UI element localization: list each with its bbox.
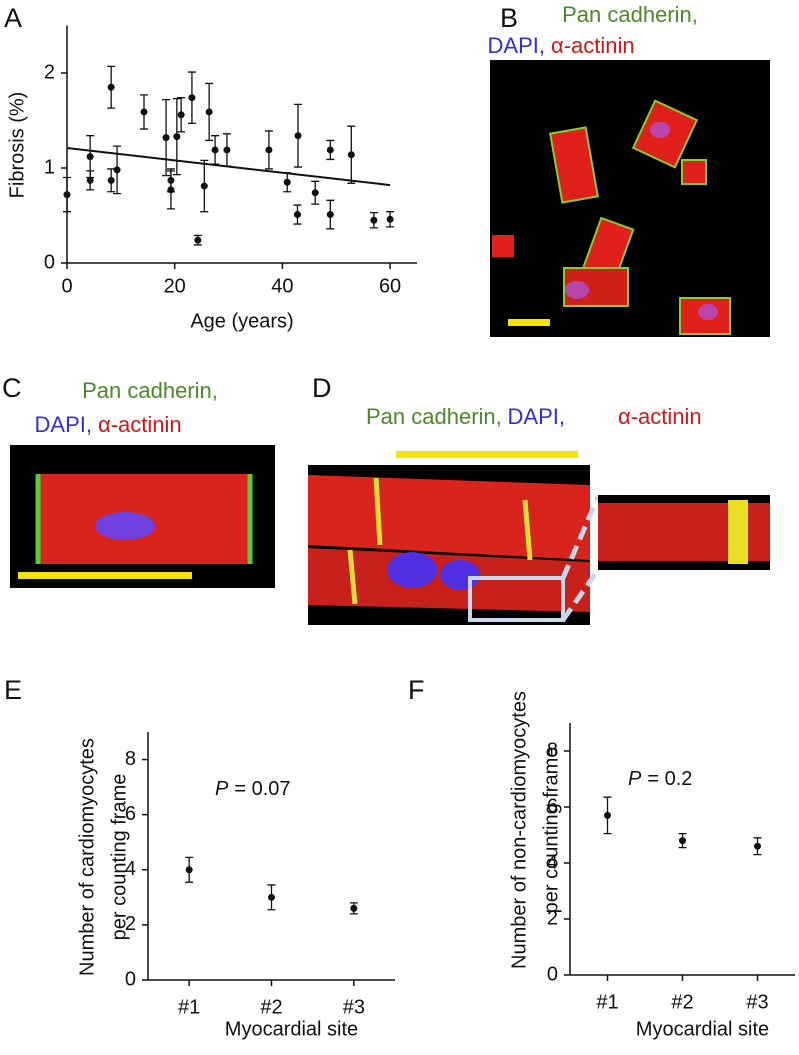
y-tick-label: 2 — [44, 61, 55, 83]
x-tick-label: 60 — [379, 275, 401, 297]
data-point — [293, 211, 301, 219]
data-point — [754, 842, 761, 850]
y-tick-label: 2 — [125, 913, 136, 935]
data-point — [604, 811, 611, 819]
data-point — [350, 904, 358, 912]
x-axis-title: Age (years) — [190, 310, 293, 332]
x-tick-label: #3 — [746, 991, 768, 1013]
data-point — [177, 111, 185, 119]
y-axis-title: per counting frame — [540, 747, 562, 914]
y-tick-label: 8 — [547, 739, 558, 761]
panel-label: D — [312, 373, 332, 403]
annotation-symbol: P — [628, 768, 642, 790]
annotation-symbol: P — [215, 778, 229, 800]
x-tick-label: #1 — [178, 996, 200, 1018]
data-point — [140, 108, 148, 116]
x-tick-label: 0 — [61, 275, 72, 297]
data-point — [223, 146, 231, 154]
y-tick-label: 0 — [547, 963, 558, 985]
data-point — [283, 178, 291, 186]
data-point — [294, 132, 302, 140]
y-tick-label: 0 — [44, 251, 55, 273]
panel-label: E — [4, 675, 22, 705]
caption-line: α-actinin — [618, 404, 702, 429]
y-axis-title: Fibrosis (%) — [6, 92, 28, 199]
data-point — [268, 893, 275, 901]
panel-label: B — [500, 3, 518, 33]
y-tick-label: 4 — [547, 851, 558, 873]
data-point — [113, 166, 121, 174]
annotation-text: = 0.07 — [234, 778, 290, 800]
annotation: P = 0.2 — [628, 768, 692, 790]
y-tick-label: 0 — [125, 968, 136, 990]
y-tick-label: 1 — [44, 156, 55, 178]
x-tick-label: #2 — [671, 991, 693, 1013]
y-tick-label: 6 — [547, 795, 558, 817]
caption-line: DAPI, — [488, 33, 545, 58]
x-tick-label: #3 — [343, 996, 365, 1018]
data-point — [63, 191, 71, 199]
caption-line: Pan cadherin, — [366, 404, 502, 429]
x-axis-title: Myocardial site — [636, 1018, 769, 1040]
caption-line: Pan cadherin, — [562, 2, 698, 27]
caption-line: Pan cadherin, — [82, 378, 218, 403]
caption-line: α-actinin — [98, 412, 182, 437]
data-point — [265, 146, 273, 154]
y-axis-title: Number of cardiomyocytes — [76, 738, 98, 976]
data-point — [386, 215, 394, 223]
data-point — [311, 189, 319, 197]
data-point — [205, 108, 213, 116]
caption-line: α-actinin — [551, 33, 635, 58]
data-point — [370, 216, 378, 224]
data-point — [185, 866, 193, 874]
data-point — [200, 182, 208, 190]
data-point — [173, 133, 181, 141]
data-point — [162, 134, 170, 142]
micrograph-b — [490, 60, 770, 337]
data-point — [679, 837, 686, 845]
caption-line: DAPI, — [508, 404, 565, 429]
x-tick-label: #1 — [596, 991, 618, 1013]
y-tick-label: 6 — [125, 803, 136, 825]
panel-label: A — [4, 3, 22, 33]
x-tick-label: 40 — [271, 275, 293, 297]
data-point — [211, 146, 219, 154]
y-tick-label: 8 — [125, 748, 136, 770]
y-tick-label: 2 — [547, 907, 558, 929]
data-point — [107, 83, 115, 91]
caption-line: DAPI, — [35, 412, 92, 437]
data-point — [194, 236, 202, 244]
data-point — [86, 176, 94, 184]
micrograph-c — [10, 445, 275, 588]
annotation-text: = 0.2 — [647, 768, 692, 790]
annotation: P = 0.07 — [215, 778, 291, 800]
y-axis-title: per counting frame — [108, 774, 130, 941]
x-axis-title: Myocardial site — [225, 1018, 358, 1040]
data-point — [167, 186, 175, 194]
y-axis-title: Number of non-cardiomyocytes — [508, 691, 530, 969]
panel-label: F — [408, 675, 425, 705]
data-point — [326, 146, 334, 154]
x-tick-label: 20 — [164, 275, 186, 297]
data-point — [86, 153, 94, 161]
micrograph-d — [308, 451, 770, 625]
data-point — [107, 176, 115, 184]
data-point — [347, 151, 355, 159]
y-tick-label: 4 — [125, 858, 136, 880]
x-tick-label: #2 — [260, 996, 282, 1018]
panel-label: C — [2, 373, 22, 403]
data-point — [326, 211, 334, 219]
data-point — [188, 94, 196, 102]
